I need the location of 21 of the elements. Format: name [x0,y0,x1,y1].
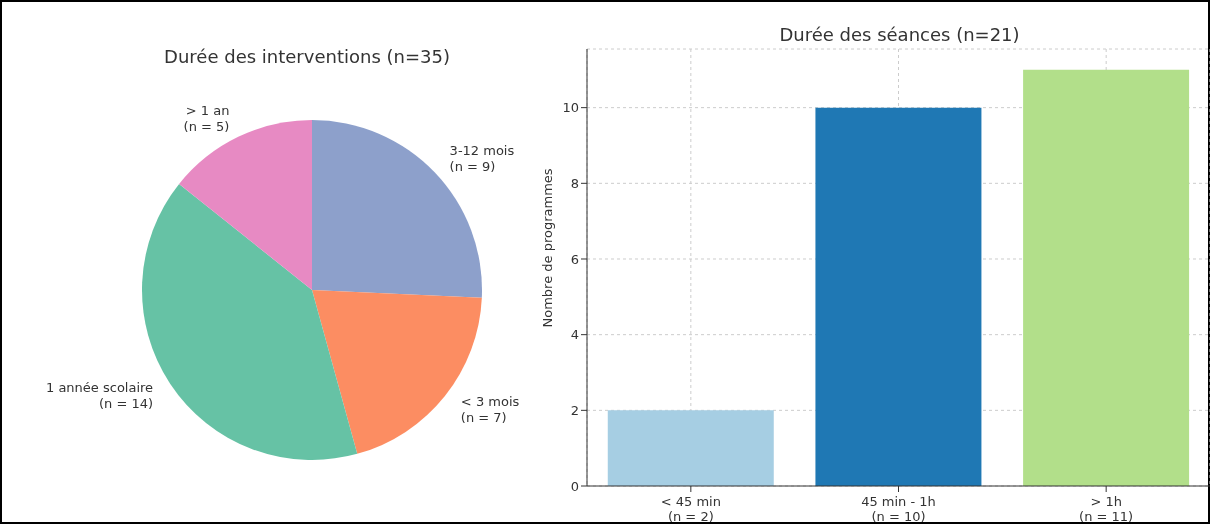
x-tick-label: > 1h (n = 11) [1079,494,1134,524]
slice-label: > 1 an (n = 5) [183,103,230,135]
y-tick-label: 6 [570,251,579,267]
chart-title: Durée des séances (n=21) [778,24,1021,45]
pie-slice [179,120,312,290]
y-tick-label: 4 [570,327,579,343]
slice-label: < 3 mois (n = 7) [460,393,520,425]
x-tick-label: < 45 min (n = 2) [660,494,721,524]
bar [815,107,982,486]
slice-label: 3-12 mois (n = 9) [449,143,515,175]
y-tick-label: 8 [570,175,579,191]
x-tick-label: 45 min - 1h (n = 10) [861,494,936,524]
bar [607,410,774,486]
bar [1023,69,1190,486]
y-axis-title: Nombre de programmes [539,168,555,328]
pie-slice [312,120,482,298]
y-tick-label: 10 [562,100,579,116]
y-tick-label: 2 [570,402,579,418]
chart-title: Durée des interventions (n=35) [163,46,451,67]
slice-label: 1 année scolaire (n = 14) [45,379,154,411]
y-tick-label: 0 [570,478,579,494]
